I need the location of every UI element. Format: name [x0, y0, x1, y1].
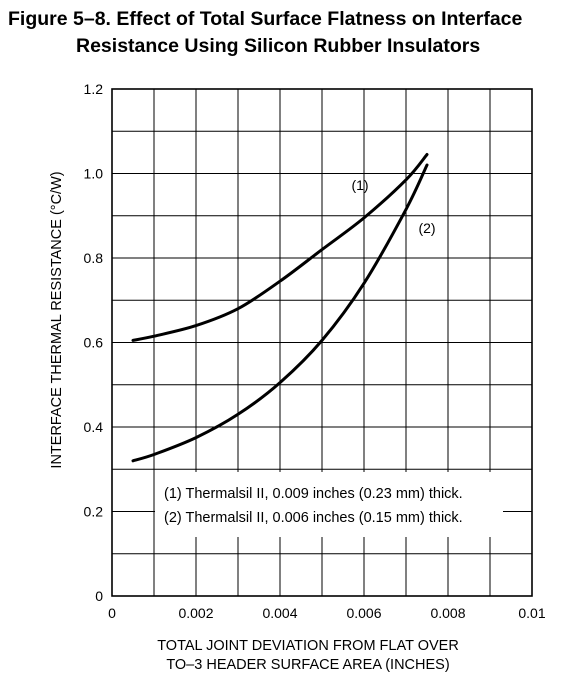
- x-tick-label: 0: [108, 605, 116, 621]
- x-tick-label: 0.008: [430, 605, 465, 621]
- y-tick-label: 0.4: [84, 419, 104, 435]
- legend: (1) Thermalsil II, 0.009 inches (0.23 mm…: [164, 486, 463, 526]
- y-tick-label: 1.0: [84, 166, 104, 182]
- y-tick-labels: 0 0.2 0.4 0.6 0.8 1.0 1.2: [84, 81, 104, 604]
- x-axis-label-line-2: TO–3 HEADER SURFACE AREA (INCHES): [166, 657, 449, 673]
- y-tick-label: 0.6: [84, 335, 104, 351]
- x-tick-labels: 0 0.002 0.004 0.006 0.008 0.01: [108, 605, 546, 621]
- plot-frame: [111, 88, 533, 597]
- series-1-line: [131, 153, 429, 342]
- y-tick-label: 0: [95, 588, 103, 604]
- y-tick-label: 0.2: [84, 504, 104, 520]
- figure-title-line-2: Resistance Using Silicon Rubber Insulato…: [76, 35, 481, 57]
- y-axis-label: INTERFACE THERMAL RESISTANCE (°C/W): [49, 171, 65, 468]
- series-2-line: [131, 163, 429, 463]
- x-tick-label: 0.006: [346, 605, 381, 621]
- series-1-label: (1): [351, 177, 368, 193]
- legend-entry-2: (2) Thermalsil II, 0.006 inches (0.15 mm…: [164, 510, 463, 526]
- x-tick-label: 0.002: [178, 605, 213, 621]
- series-2-label: (2): [418, 220, 435, 236]
- series-layer: [131, 153, 429, 463]
- x-tick-label: 0.01: [518, 605, 545, 621]
- legend-entry-1: (1) Thermalsil II, 0.009 inches (0.23 mm…: [164, 486, 463, 502]
- figure-title-line-1: Figure 5–8. Effect of Total Surface Flat…: [8, 8, 523, 30]
- y-tick-label: 1.2: [84, 81, 104, 97]
- figure-title: Figure 5–8. Effect of Total Surface Flat…: [0, 6, 561, 60]
- y-tick-label: 0.8: [84, 250, 104, 266]
- curve-labels: (1) (2): [351, 177, 435, 236]
- legend-box: [155, 472, 503, 537]
- x-axis-label-line-1: TOTAL JOINT DEVIATION FROM FLAT OVER: [157, 638, 459, 654]
- x-tick-label: 0.004: [262, 605, 297, 621]
